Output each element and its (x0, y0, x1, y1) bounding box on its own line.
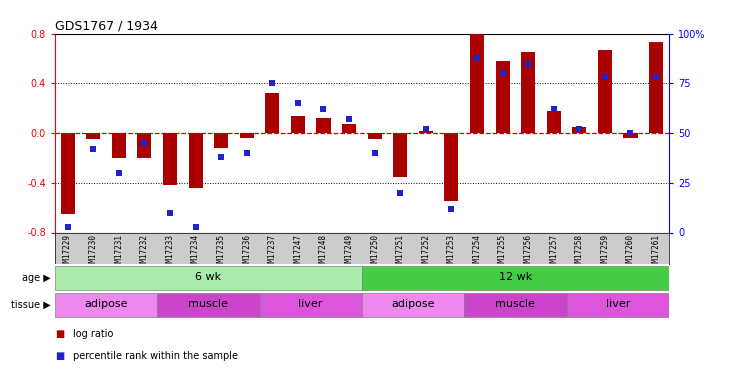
Text: adipose: adipose (84, 300, 128, 309)
Bar (86, 133, 100, 140)
Text: GSM17259: GSM17259 (600, 234, 610, 271)
Text: GSM17235: GSM17235 (216, 234, 226, 271)
Text: GSM17256: GSM17256 (523, 234, 533, 271)
Text: GSM17237: GSM17237 (268, 234, 277, 271)
Text: GSM17251: GSM17251 (395, 234, 405, 271)
Text: GSM17252: GSM17252 (421, 234, 431, 271)
Text: GSM17232: GSM17232 (140, 234, 149, 271)
Text: ■: ■ (55, 351, 64, 361)
Bar (624, 133, 637, 138)
Text: liver: liver (298, 300, 323, 309)
Text: ■: ■ (55, 328, 64, 339)
Bar (649, 42, 663, 133)
Bar (393, 133, 407, 177)
Text: GSM17258: GSM17258 (575, 234, 584, 271)
Text: GSM17247: GSM17247 (293, 234, 303, 271)
Bar (61, 133, 75, 214)
Bar (137, 133, 151, 158)
Bar (547, 111, 561, 133)
Text: age ▶: age ▶ (23, 273, 51, 283)
Text: GSM17231: GSM17231 (114, 234, 124, 271)
Text: muscle: muscle (496, 300, 535, 309)
Bar (496, 61, 510, 133)
Bar (163, 133, 177, 185)
Text: GSM17236: GSM17236 (242, 234, 251, 271)
Text: GSM17234: GSM17234 (191, 234, 200, 271)
Bar (317, 118, 330, 133)
Text: percentile rank within the sample: percentile rank within the sample (73, 351, 238, 361)
Text: muscle: muscle (189, 300, 228, 309)
Bar (362, 293, 464, 317)
Text: GSM17229: GSM17229 (63, 234, 72, 271)
Text: 12 wk: 12 wk (499, 272, 532, 282)
Text: GSM17230: GSM17230 (88, 234, 98, 271)
Text: GSM17254: GSM17254 (472, 234, 482, 271)
Bar (362, 266, 669, 290)
Bar (112, 133, 126, 158)
Bar (55, 293, 157, 317)
Text: GSM17255: GSM17255 (498, 234, 507, 271)
Text: log ratio: log ratio (73, 328, 113, 339)
Bar (342, 124, 356, 133)
Bar (470, 31, 484, 133)
Bar (260, 293, 362, 317)
Text: GSM17233: GSM17233 (165, 234, 175, 271)
Bar (419, 130, 433, 133)
Bar (265, 93, 279, 133)
Text: GSM17253: GSM17253 (447, 234, 456, 271)
Text: GSM17250: GSM17250 (370, 234, 379, 271)
Text: GDS1767 / 1934: GDS1767 / 1934 (55, 20, 158, 33)
Text: adipose: adipose (391, 300, 435, 309)
Bar (521, 53, 535, 133)
Bar (214, 133, 228, 148)
Bar (157, 293, 260, 317)
Text: tissue ▶: tissue ▶ (12, 300, 51, 310)
Bar (598, 50, 612, 133)
Bar (240, 133, 254, 138)
Bar (464, 293, 567, 317)
Text: liver: liver (605, 300, 630, 309)
Bar (55, 266, 362, 290)
Bar (368, 133, 382, 140)
Text: 6 wk: 6 wk (195, 272, 221, 282)
Bar (572, 127, 586, 133)
Text: GSM17248: GSM17248 (319, 234, 328, 271)
Text: GSM17260: GSM17260 (626, 234, 635, 271)
Text: GSM17257: GSM17257 (549, 234, 558, 271)
Bar (444, 133, 458, 201)
Text: GSM17261: GSM17261 (651, 234, 661, 271)
Bar (291, 116, 305, 133)
Bar (567, 293, 669, 317)
Bar (189, 133, 202, 188)
Text: GSM17249: GSM17249 (344, 234, 354, 271)
